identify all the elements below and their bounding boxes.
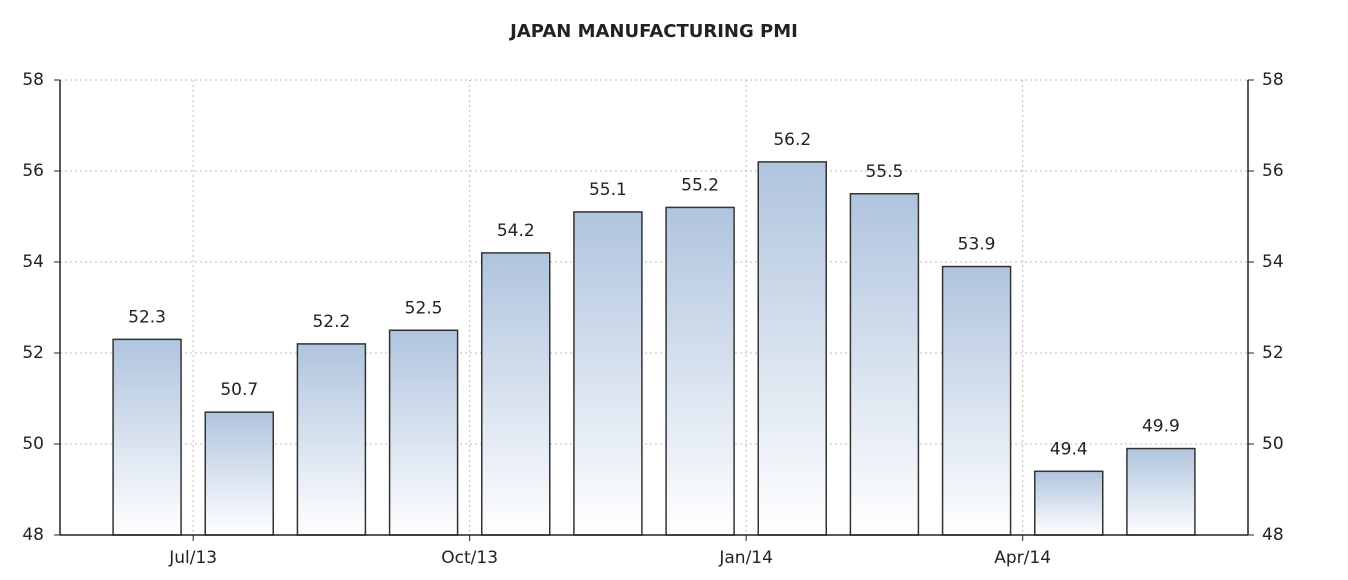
value-label: 49.9 bbox=[1142, 417, 1180, 437]
value-label: 55.2 bbox=[681, 175, 719, 195]
y-tick-label: 52 bbox=[22, 343, 44, 363]
value-label: 53.9 bbox=[958, 235, 996, 255]
bar bbox=[757, 161, 827, 536]
value-label: 52.2 bbox=[312, 312, 350, 332]
x-tick-label: Jan/14 bbox=[718, 548, 773, 568]
y-tick-label: 54 bbox=[22, 252, 44, 272]
value-label: 49.4 bbox=[1050, 439, 1088, 459]
bar bbox=[665, 206, 735, 536]
x-tick-label: Jul/13 bbox=[168, 548, 217, 568]
y2-tick-label: 52 bbox=[1262, 343, 1284, 363]
bar bbox=[1034, 470, 1104, 536]
y-tick-label: 58 bbox=[22, 70, 44, 90]
y2-tick-label: 54 bbox=[1262, 252, 1284, 272]
bar bbox=[1126, 447, 1196, 536]
y-tick-label: 50 bbox=[22, 434, 44, 454]
y2-tick-label: 56 bbox=[1262, 161, 1284, 181]
bar bbox=[388, 329, 459, 536]
y-tick-label: 48 bbox=[22, 525, 44, 545]
bar bbox=[573, 211, 643, 536]
x-tick-label: Oct/13 bbox=[441, 548, 498, 568]
bar bbox=[941, 265, 1012, 536]
value-label: 54.2 bbox=[497, 221, 535, 241]
bar bbox=[481, 252, 551, 536]
value-label: 55.1 bbox=[589, 180, 627, 200]
x-tick-label: Apr/14 bbox=[994, 548, 1051, 568]
y2-tick-label: 48 bbox=[1262, 525, 1284, 545]
value-label: 52.3 bbox=[128, 307, 166, 327]
value-label: 52.5 bbox=[405, 298, 443, 318]
y-tick-label: 56 bbox=[22, 161, 44, 181]
y2-tick-label: 58 bbox=[1262, 70, 1284, 90]
bar bbox=[849, 193, 920, 536]
value-label: 50.7 bbox=[220, 380, 258, 400]
value-label: 56.2 bbox=[773, 130, 811, 150]
bar bbox=[204, 411, 274, 536]
chart-title: JAPAN MANUFACTURING PMI bbox=[508, 21, 798, 42]
bar bbox=[112, 338, 182, 536]
bar bbox=[296, 343, 367, 536]
value-label: 55.5 bbox=[865, 162, 903, 182]
y2-tick-label: 50 bbox=[1262, 434, 1284, 454]
